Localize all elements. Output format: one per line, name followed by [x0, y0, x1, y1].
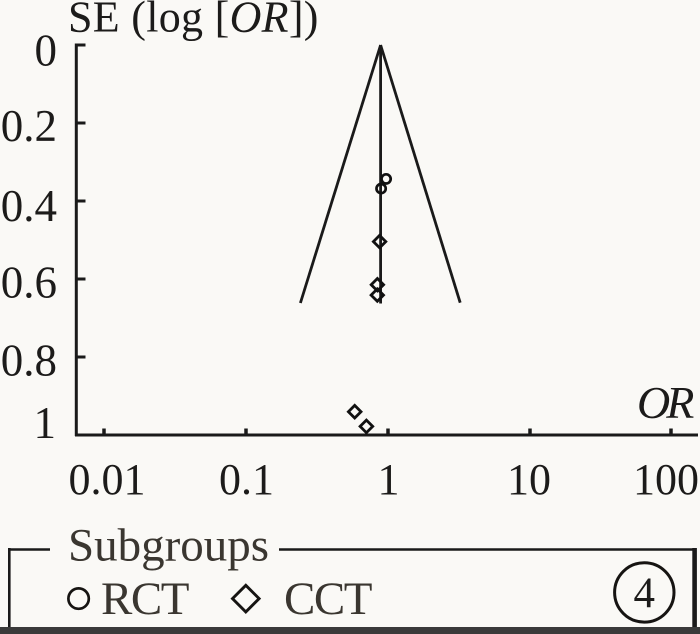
- svg-text:0.2: 0.2: [1, 101, 57, 151]
- svg-text:4: 4: [634, 570, 656, 617]
- svg-text:0.4: 0.4: [1, 181, 57, 231]
- svg-text:CCT: CCT: [284, 573, 372, 625]
- svg-text:0.1: 0.1: [219, 455, 274, 504]
- svg-text:OR: OR: [637, 377, 694, 428]
- svg-text:1: 1: [378, 455, 400, 504]
- svg-text:RCT: RCT: [101, 573, 189, 625]
- svg-text:10: 10: [507, 455, 551, 504]
- svg-text:0.8: 0.8: [1, 336, 57, 386]
- svg-text:0: 0: [35, 26, 58, 76]
- svg-text:1: 1: [34, 398, 57, 448]
- svg-text:0.6: 0.6: [1, 258, 57, 308]
- svg-text:100: 100: [633, 455, 699, 504]
- svg-text:0.01: 0.01: [69, 455, 146, 504]
- svg-text:Subgroups: Subgroups: [68, 520, 269, 572]
- svg-text:SE (log [OR]): SE (log [OR]): [68, 0, 319, 42]
